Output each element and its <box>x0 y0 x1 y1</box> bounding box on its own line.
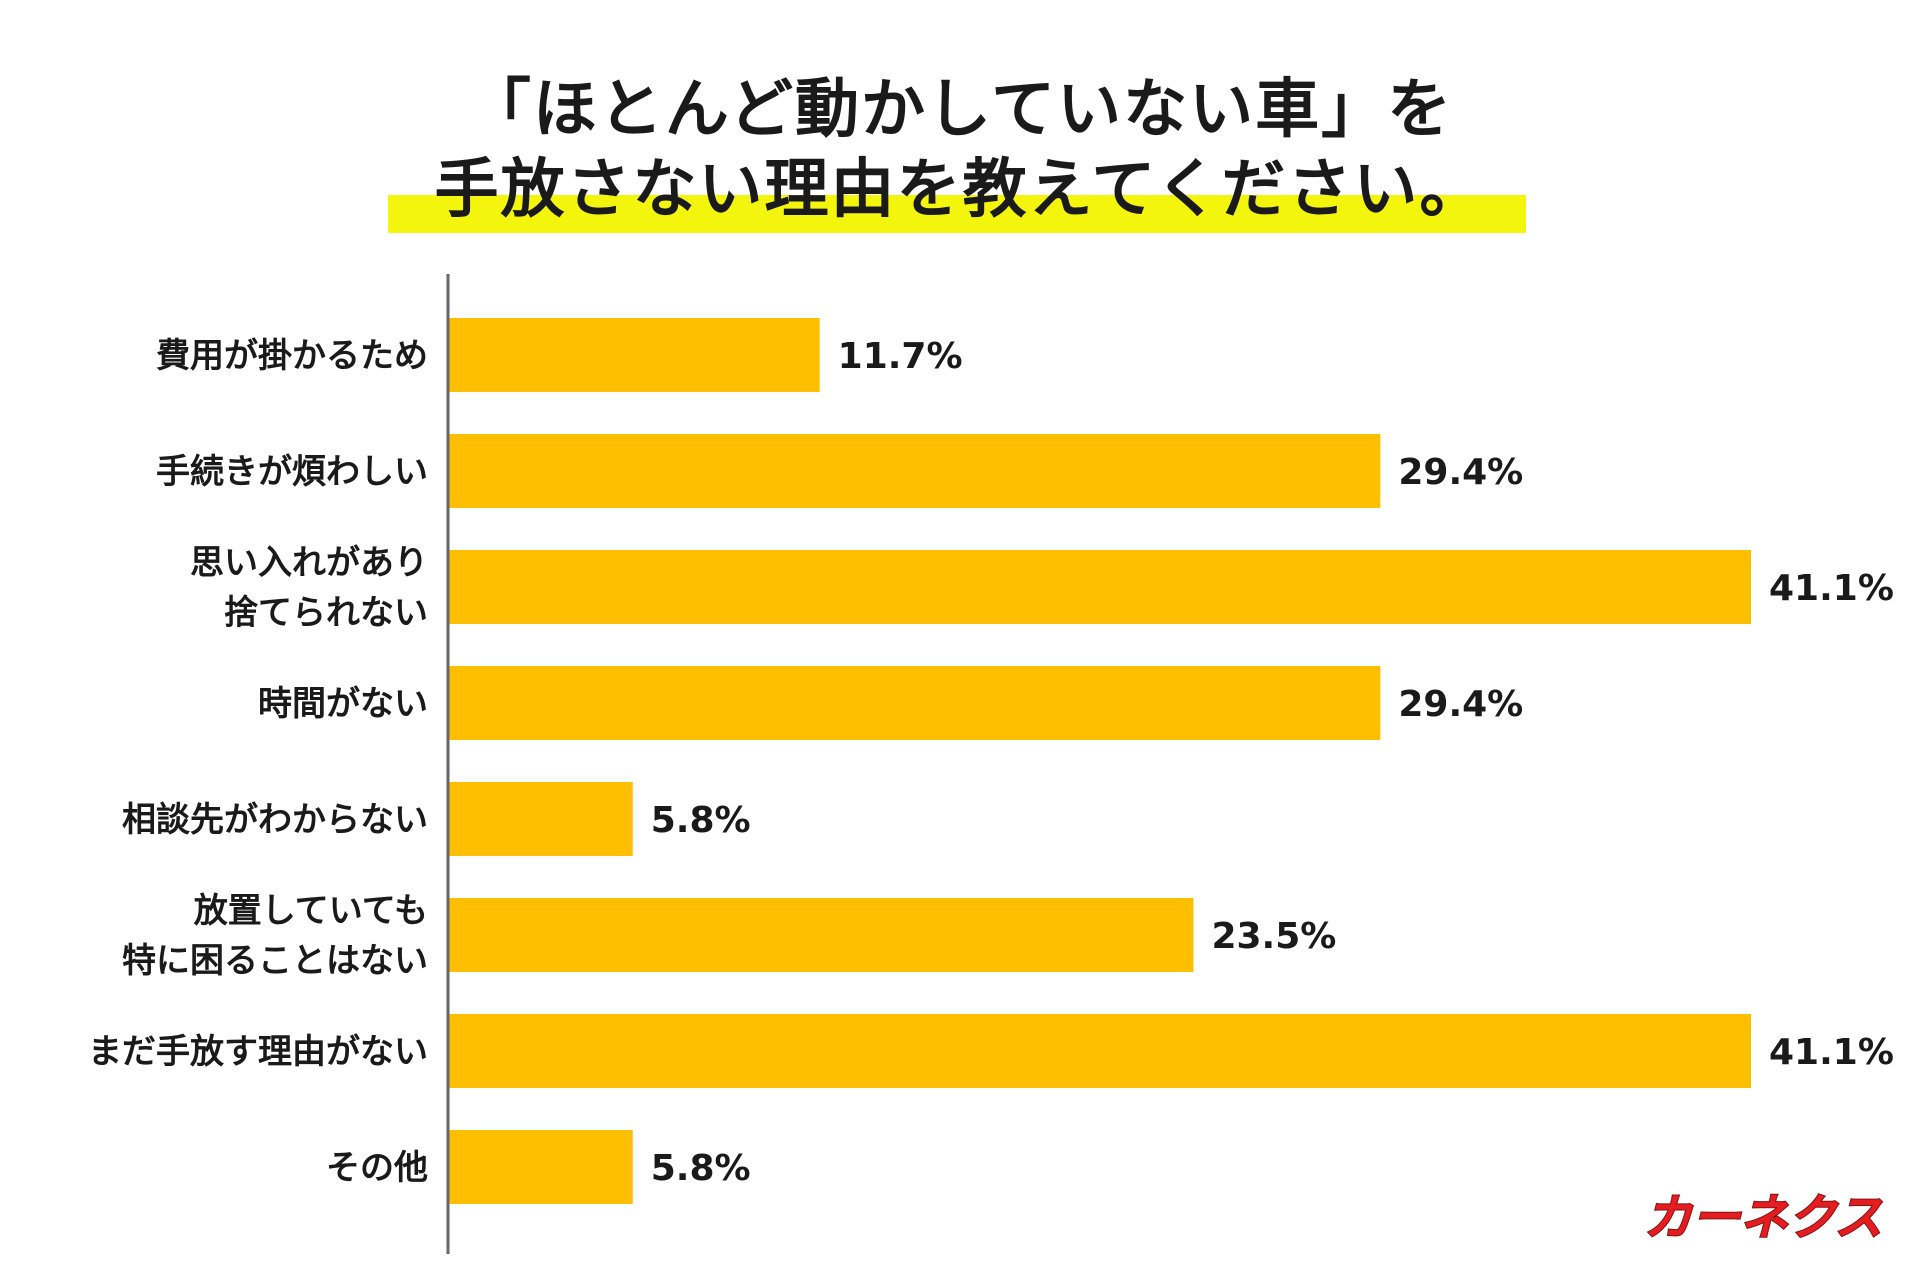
logo-text: カーネクスト <box>1644 1190 1890 1246</box>
title-highlight-band <box>388 195 1526 233</box>
bar-5 <box>449 782 633 856</box>
bar-7 <box>449 1014 1751 1088</box>
category-label-3-line-1: 思い入れがあり <box>190 543 428 583</box>
category-label-5: 相談先がわからない <box>122 800 428 840</box>
category-label-3-line-2: 捨てられない <box>224 593 428 633</box>
category-label-4: 時間がない <box>258 684 428 724</box>
bar-2 <box>449 434 1381 508</box>
value-label-6: 23.5% <box>1211 916 1336 957</box>
bar-6 <box>449 898 1194 972</box>
bar-4 <box>449 666 1381 740</box>
bar-1 <box>449 318 820 392</box>
value-label-3: 41.1% <box>1769 568 1894 609</box>
chart-title-line-2: 手放さない理由を教えてください。 <box>434 153 1486 227</box>
category-label-7: まだ手放す理由がない <box>88 1032 428 1072</box>
value-label-7: 41.1% <box>1769 1032 1894 1073</box>
category-label-2: 手続きが煩わしい <box>156 452 428 492</box>
value-label-2: 29.4% <box>1398 452 1523 493</box>
bar-8 <box>449 1130 633 1204</box>
category-label-6-line-1: 放置していても <box>194 891 428 931</box>
chart-title-line-1: 「ほとんど動かしていない車」を <box>466 73 1454 147</box>
value-label-4: 29.4% <box>1398 684 1523 725</box>
category-label-8: その他 <box>326 1148 428 1188</box>
labels-layer: 11.7% 費用が掛かるため 29.4% 手続きが煩わしい 41.1% 思い入れがあり捨て… <box>88 336 1894 1189</box>
bar-3 <box>449 550 1751 624</box>
category-label-1: 費用が掛かるため <box>156 336 428 376</box>
category-label-6-line-2: 特に困ることはない <box>122 941 428 981</box>
value-label-8: 5.8% <box>651 1148 751 1189</box>
value-label-5: 5.8% <box>651 800 751 841</box>
value-label-1: 11.7% <box>838 336 963 377</box>
bars-layer <box>449 318 1751 1204</box>
carnext-logo: カーネクスト <box>1643 1189 1890 1247</box>
